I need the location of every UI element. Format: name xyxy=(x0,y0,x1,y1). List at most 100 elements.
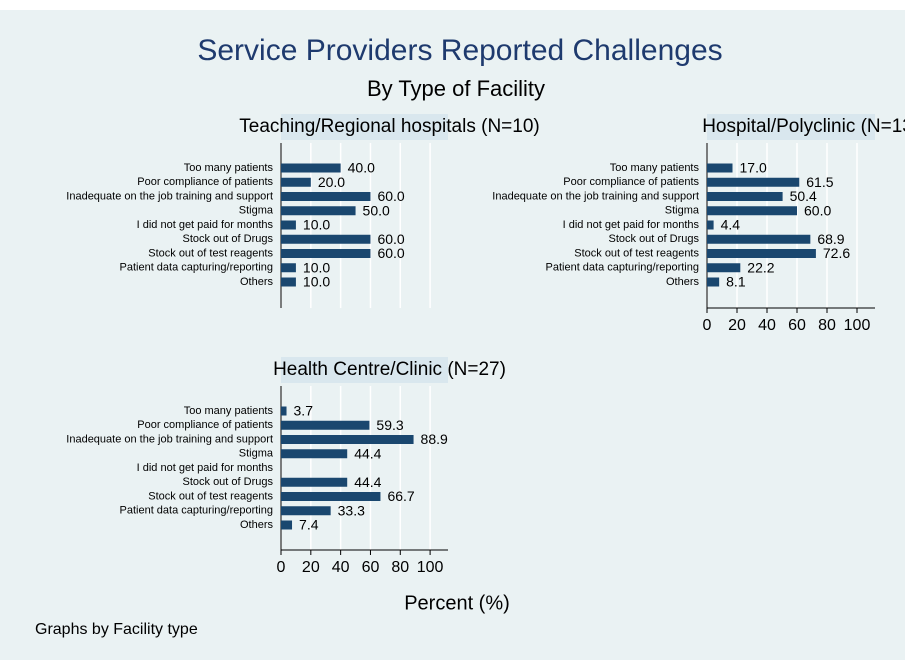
y-tick-label: Patient data capturing/reporting xyxy=(120,505,274,517)
data-label: 10.0 xyxy=(303,274,330,290)
y-tick-label: Too many patients xyxy=(184,162,274,174)
x-tick-label: 40 xyxy=(332,559,350,576)
background xyxy=(0,10,905,660)
y-tick-label: I did not get paid for months xyxy=(137,219,274,231)
panel-title: Teaching/Regional hospitals (N=10) xyxy=(239,116,539,137)
x-tick-label: 60 xyxy=(362,559,380,576)
plot-area xyxy=(281,386,448,550)
bar xyxy=(281,506,331,516)
data-label: 33.3 xyxy=(338,502,365,518)
bar xyxy=(281,477,348,487)
bar xyxy=(707,220,714,230)
bar xyxy=(281,492,381,501)
y-tick-label: Too many patients xyxy=(610,162,700,174)
bar xyxy=(281,192,371,201)
data-label: 20.0 xyxy=(318,174,345,190)
bar xyxy=(281,249,371,258)
panel-title-band xyxy=(281,114,448,140)
data-label: 68.9 xyxy=(817,231,844,247)
data-label: 3.7 xyxy=(294,403,314,419)
bar xyxy=(707,206,797,216)
x-tick-label: 0 xyxy=(277,559,286,576)
data-label: 50.4 xyxy=(790,188,817,204)
data-label: 17.0 xyxy=(740,160,767,176)
data-label: 60.0 xyxy=(377,245,404,261)
panel-title: Hospital/Polyclinic (N=135) xyxy=(702,116,905,137)
y-tick-label: Too many patients xyxy=(184,405,274,417)
panel-title-band xyxy=(707,114,875,140)
bar xyxy=(281,177,311,187)
y-tick-label: I did not get paid for months xyxy=(137,462,274,474)
x-tick-label: 80 xyxy=(818,317,836,334)
data-label: 59.3 xyxy=(376,417,403,433)
bar xyxy=(281,520,293,530)
y-tick-label: Poor compliance of patients xyxy=(563,176,699,188)
data-label: 50.0 xyxy=(363,202,390,218)
panel-title-band xyxy=(281,357,448,383)
note: Graphs by Facility type xyxy=(35,621,198,638)
y-tick-label: I did not get paid for months xyxy=(563,219,700,231)
bar xyxy=(281,206,356,216)
data-label: 66.7 xyxy=(387,488,414,504)
data-label: 8.1 xyxy=(726,274,746,290)
y-tick-label: Stock out of Drugs xyxy=(609,233,700,245)
x-tick-label: 20 xyxy=(302,559,320,576)
data-label: 72.6 xyxy=(823,245,850,261)
bar xyxy=(281,234,371,244)
y-tick-label: Stock out of test reagents xyxy=(574,247,699,259)
data-label: 60.0 xyxy=(377,188,404,204)
y-tick-label: Others xyxy=(240,519,274,531)
bar xyxy=(281,449,348,459)
bar xyxy=(707,234,811,244)
data-label: 44.4 xyxy=(354,445,381,461)
bar xyxy=(281,406,287,416)
data-label: 44.4 xyxy=(354,474,381,490)
data-label: 10.0 xyxy=(303,217,330,233)
y-tick-label: Stock out of Drugs xyxy=(183,233,274,245)
y-tick-label: Stock out of Drugs xyxy=(183,476,274,488)
x-tick-label: 100 xyxy=(417,559,444,576)
bar xyxy=(281,420,370,430)
y-tick-label: Inadequate on the job training and suppo… xyxy=(66,433,273,445)
y-tick-label: Stock out of test reagents xyxy=(148,247,273,259)
bar xyxy=(707,277,720,287)
y-tick-label: Poor compliance of patients xyxy=(137,419,273,431)
y-tick-label: Stigma xyxy=(239,205,274,217)
data-label: 10.0 xyxy=(303,259,330,275)
x-tick-label: 80 xyxy=(391,559,409,576)
data-label: 61.5 xyxy=(806,174,833,190)
data-label: 7.4 xyxy=(299,517,319,533)
x-tick-label: 20 xyxy=(728,317,746,334)
bar xyxy=(281,277,296,287)
x-tick-label: 0 xyxy=(703,317,712,334)
bar xyxy=(707,163,733,173)
bar xyxy=(281,263,296,273)
bar xyxy=(281,435,414,444)
data-label: 60.0 xyxy=(377,231,404,247)
data-label: 40.0 xyxy=(348,160,375,176)
bar xyxy=(707,249,816,258)
bar xyxy=(281,163,341,173)
y-tick-label: Stigma xyxy=(665,205,700,217)
y-tick-label: Patient data capturing/reporting xyxy=(120,262,274,274)
data-label: 60.0 xyxy=(804,202,831,218)
panel-title: Health Centre/Clinic (N=27) xyxy=(273,359,506,380)
x-axis-title: Percent (%) xyxy=(404,592,510,614)
chart-subtitle: By Type of Facility xyxy=(367,76,545,101)
y-tick-label: Others xyxy=(240,276,274,288)
y-tick-label: Stigma xyxy=(239,448,274,460)
bar xyxy=(707,263,741,273)
chart-title: Service Providers Reported Challenges xyxy=(197,34,722,67)
plot-area xyxy=(707,143,875,308)
data-label: 88.9 xyxy=(421,431,448,447)
data-label: 22.2 xyxy=(747,259,774,275)
x-tick-label: 40 xyxy=(758,317,776,334)
y-tick-label: Inadequate on the job training and suppo… xyxy=(66,190,273,202)
data-label: 4.4 xyxy=(721,217,741,233)
x-tick-label: 100 xyxy=(844,317,871,334)
x-tick-label: 60 xyxy=(788,317,806,334)
bar xyxy=(707,192,783,201)
bar xyxy=(281,220,296,230)
y-tick-label: Inadequate on the job training and suppo… xyxy=(492,190,699,202)
